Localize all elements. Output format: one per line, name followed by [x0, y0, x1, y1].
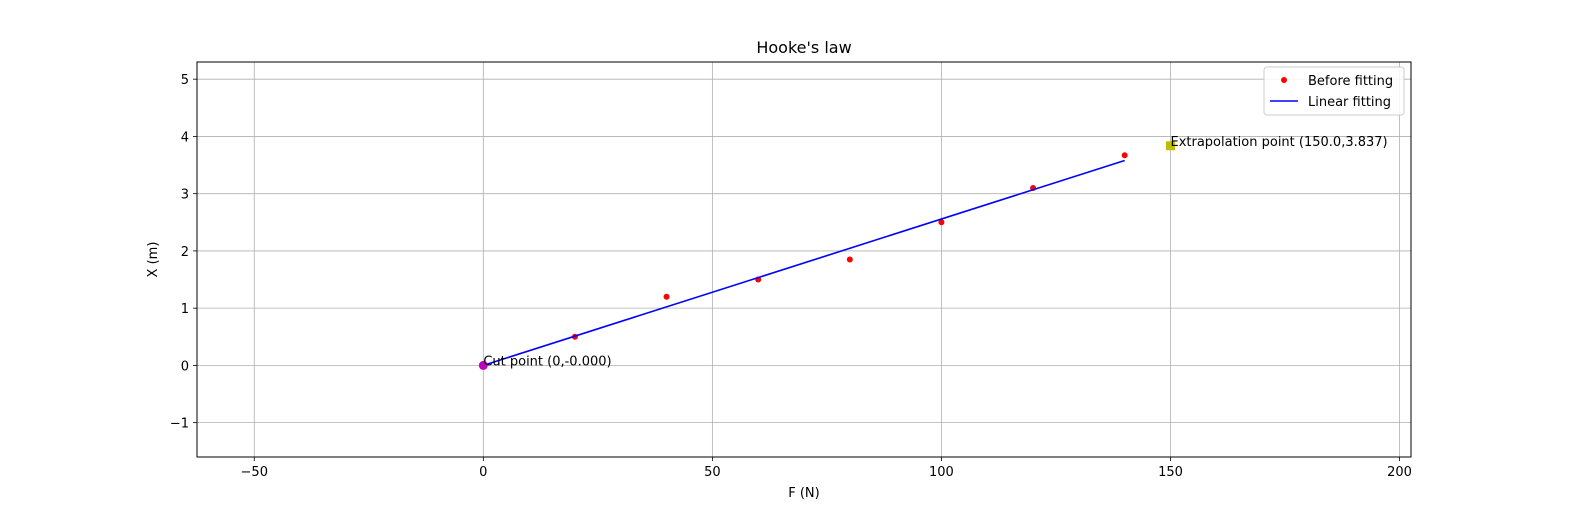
y-tick-label: 1	[181, 302, 189, 317]
special-points: Cut point (0,-0.000) Extrapolation point …	[478, 135, 1388, 370]
data-point	[846, 256, 853, 263]
y-axis-label: X (m)	[146, 242, 161, 278]
y-tick-label: 3	[181, 188, 189, 203]
y-tick-label: 0	[181, 359, 189, 374]
legend-label: Linear fitting	[1308, 95, 1391, 110]
x-tick-label: 200	[1387, 465, 1412, 480]
cut-point-label: Cut point (0,-0.000)	[483, 354, 611, 369]
x-tick-label: 100	[929, 465, 954, 480]
x-tick-label: −50	[241, 465, 268, 480]
legend-label: Before fitting	[1308, 74, 1393, 89]
y-tick-label: 5	[181, 73, 189, 88]
y-tick-label: 4	[181, 130, 189, 145]
chart-title: Hooke's law	[756, 38, 851, 57]
x-tick-label: 50	[704, 465, 721, 480]
extrapolation-point-marker	[1165, 141, 1175, 151]
y-tick-label: 2	[181, 245, 189, 260]
legend-point-swatch	[1281, 77, 1287, 83]
fit-line	[483, 159, 1125, 367]
legend: Before fitting Linear fitting	[1263, 66, 1405, 116]
series	[483, 152, 1128, 367]
plot-area-frame	[196, 61, 1412, 458]
y-axis-ticks: −1 0 1 2 3 4 5	[170, 73, 197, 432]
cut-point-marker	[478, 360, 488, 370]
extrapolation-point-label: Extrapolation point (150.0,3.837)	[1170, 135, 1387, 150]
x-tick-label: 150	[1158, 465, 1183, 480]
grid	[197, 62, 1411, 457]
x-axis-label: F (N)	[788, 486, 819, 501]
data-point	[663, 293, 670, 300]
x-tick-label: 0	[479, 465, 487, 480]
x-axis-ticks: −50 0 50 100 150 200	[241, 457, 1412, 480]
data-point	[938, 219, 945, 226]
y-tick-label: −1	[170, 417, 189, 432]
data-point	[1121, 152, 1128, 159]
legend-box	[1263, 66, 1405, 116]
